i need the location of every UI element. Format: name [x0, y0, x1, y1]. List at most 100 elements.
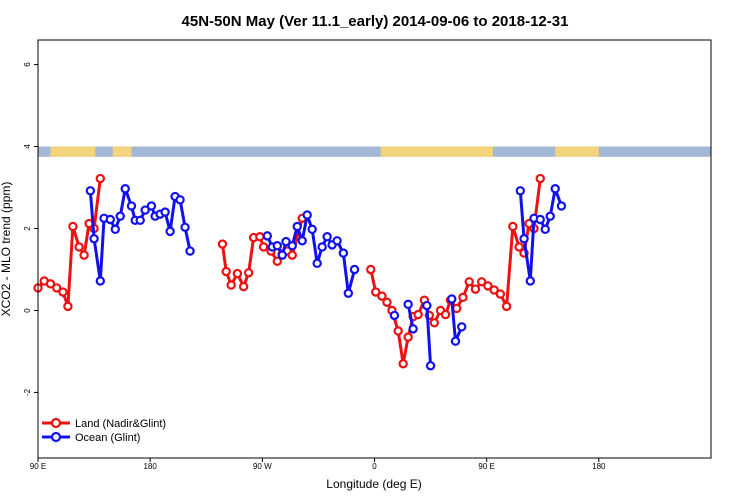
- series-line: [88, 187, 192, 283]
- data-point: [332, 236, 342, 246]
- data-point: [458, 292, 468, 303]
- data-point: [307, 224, 317, 235]
- data-point: [140, 205, 150, 215]
- legend: Land (Nadir&Glint) Ocean (Glint): [42, 417, 166, 444]
- data-point: [243, 268, 254, 278]
- data-point: [95, 276, 106, 286]
- data-point: [262, 231, 273, 241]
- data-point: [297, 236, 307, 246]
- data-point: [79, 250, 89, 260]
- data-point: [277, 250, 287, 260]
- chart-title: 45N-50N May (Ver 11.1_early) 2014-09-06 …: [182, 13, 569, 30]
- data-point: [519, 234, 529, 244]
- land-band-0: [50, 146, 96, 157]
- data-point: [535, 173, 545, 184]
- data-point: [68, 221, 78, 232]
- data-point: [160, 207, 170, 217]
- data-point: [408, 324, 418, 334]
- x-axis-label: Longitude (deg E): [326, 477, 421, 491]
- data-point: [338, 248, 349, 258]
- data-point: [287, 241, 297, 251]
- data-point: [232, 268, 243, 279]
- data-point: [322, 232, 332, 242]
- data-point: [508, 221, 518, 232]
- data-point: [292, 221, 302, 232]
- y-tick-label: 2: [23, 226, 32, 231]
- data-point: [422, 300, 432, 311]
- x-tick-label: 90 W: [253, 462, 272, 471]
- data-point: [165, 226, 175, 237]
- data-point: [185, 246, 195, 256]
- data-point: [425, 361, 436, 371]
- data-point: [281, 236, 291, 247]
- data-point: [429, 318, 440, 328]
- data-point: [550, 184, 560, 194]
- y-tick-label: 6: [23, 62, 32, 67]
- land-band-3: [555, 146, 599, 157]
- data-point: [343, 288, 354, 298]
- data-point: [371, 287, 381, 297]
- land-ocean-strip: [38, 146, 711, 157]
- data-point: [398, 359, 408, 369]
- series-layer: [33, 173, 567, 371]
- data-point: [403, 299, 413, 310]
- data-point: [514, 242, 524, 252]
- x-tick-label: 180: [592, 462, 606, 471]
- x-tick-label: 90 E: [478, 462, 494, 471]
- data-point: [317, 242, 327, 252]
- data-point: [302, 210, 312, 220]
- data-point: [495, 289, 506, 299]
- data-point: [135, 215, 145, 226]
- data-point: [382, 297, 392, 307]
- data-point: [366, 264, 376, 275]
- data-point: [489, 285, 499, 295]
- y-tick-label: 4: [23, 144, 32, 149]
- y-axis-label: XCO2 - MLO trend (ppm): [0, 182, 13, 317]
- data-point: [115, 211, 125, 221]
- data-point: [45, 279, 56, 289]
- data-point: [126, 201, 137, 211]
- y-axis: -2 0 2 4 6: [23, 62, 38, 396]
- plot-frame: [37, 39, 712, 459]
- data-point: [221, 266, 231, 277]
- data-point: [545, 211, 555, 221]
- legend-label: Ocean (Glint): [75, 432, 140, 444]
- data-point: [440, 309, 451, 320]
- y-tick-label: -2: [23, 388, 32, 396]
- x-axis: 90 E 180 90 W 0 90 E 180: [30, 458, 606, 471]
- x-tick-label: 90 E: [30, 462, 46, 471]
- data-point: [238, 282, 249, 292]
- data-point: [175, 195, 185, 205]
- data-point: [51, 283, 62, 293]
- data-point: [483, 281, 493, 291]
- ocean-band: [38, 146, 711, 157]
- x-tick-label: 0: [372, 462, 377, 471]
- data-point: [515, 186, 526, 196]
- data-point: [110, 224, 120, 235]
- data-point: [120, 184, 130, 194]
- data-point: [476, 277, 487, 287]
- data-point: [146, 201, 157, 211]
- land-band-1: [112, 146, 132, 157]
- series-ocean: [85, 184, 567, 371]
- data-point: [272, 241, 282, 251]
- data-point: [217, 239, 228, 249]
- data-point: [470, 284, 481, 294]
- data-point: [535, 214, 545, 225]
- data-point: [501, 301, 512, 312]
- data-point: [63, 301, 73, 312]
- data-point: [58, 287, 68, 297]
- y-tick-label: 0: [23, 308, 32, 313]
- data-point: [540, 224, 550, 235]
- legend-marker: [50, 417, 62, 429]
- data-point: [413, 309, 423, 320]
- legend-marker: [50, 431, 62, 443]
- x-tick-label: 180: [143, 462, 157, 471]
- data-point: [464, 277, 474, 287]
- data-point: [349, 264, 360, 275]
- legend-label: Land (Nadir&Glint): [75, 418, 166, 430]
- data-point: [258, 242, 269, 252]
- data-point: [525, 276, 535, 286]
- data-point: [450, 336, 461, 346]
